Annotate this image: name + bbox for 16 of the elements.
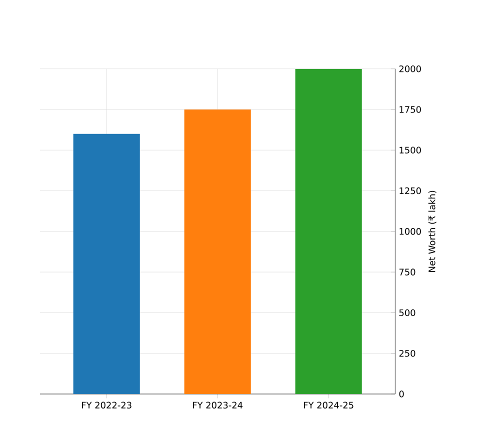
bar bbox=[295, 68, 362, 394]
y-tick-label: 1500 bbox=[400, 146, 421, 154]
y-tick-label: 2000 bbox=[399, 65, 421, 72]
y-tick-label: 0 bbox=[399, 390, 404, 398]
y-tick-label: 500 bbox=[399, 309, 416, 316]
y-tick-label: 250 bbox=[399, 350, 416, 357]
x-tick-label: FY 2024-25 bbox=[304, 402, 354, 409]
y-tick-label: 1750 bbox=[400, 106, 421, 113]
y-tick-label: 750 bbox=[399, 268, 416, 276]
y-axis-title: Net Worth (₹ lakh) bbox=[428, 190, 436, 272]
y-tick-label: 1250 bbox=[400, 187, 421, 194]
x-tick-label: FY 2023-24 bbox=[192, 402, 243, 409]
bar bbox=[73, 134, 140, 394]
y-tick-label: 1000 bbox=[400, 228, 421, 235]
x-tick-label: FY 2022-23 bbox=[82, 402, 132, 409]
bar bbox=[184, 109, 251, 394]
